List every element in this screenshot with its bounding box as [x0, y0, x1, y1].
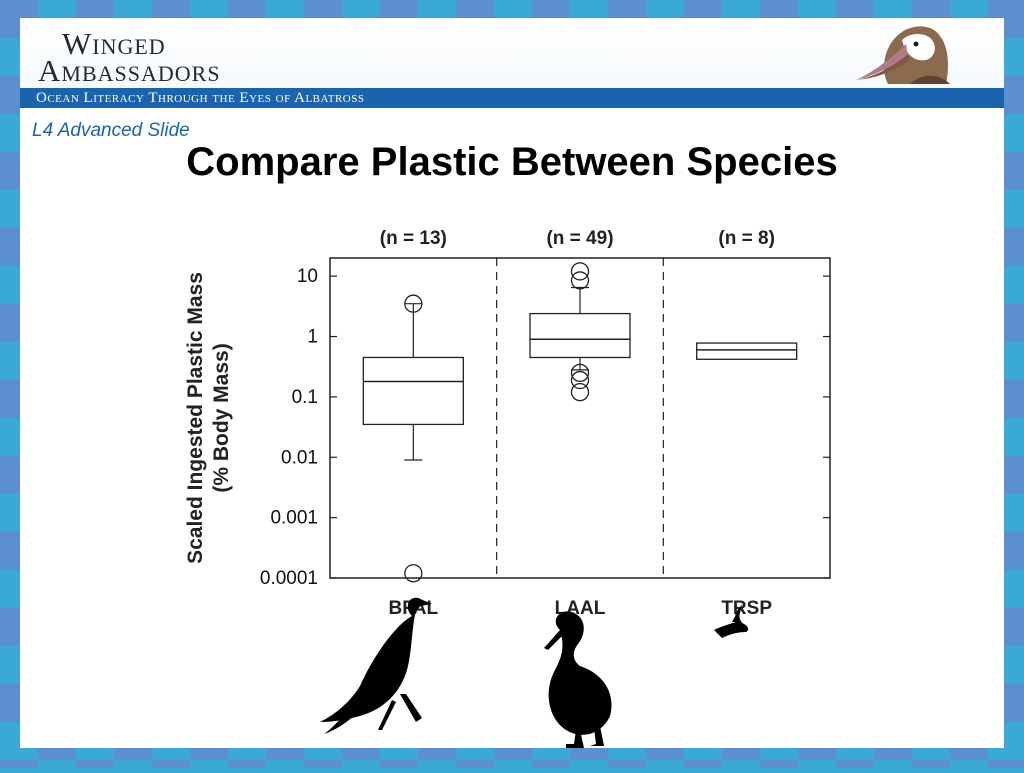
albatross-head-icon: [856, 26, 950, 84]
tagline: Ocean Literacy Through the Eyes of Albat…: [36, 90, 365, 106]
y-axis-label-units: (% Body Mass): [210, 343, 233, 492]
outlier-point: [570, 271, 590, 290]
y-tick-label: 0.001: [270, 508, 318, 529]
plot-frame: [329, 257, 831, 579]
bfal-silhouette-icon: [320, 597, 432, 734]
y-tick-label: 10: [297, 266, 318, 287]
logo-line-2: Ambassadors: [38, 53, 221, 88]
y-tick-label: 0.1: [292, 387, 318, 408]
y-axis-label: Scaled Ingested Plastic Mass: [184, 272, 207, 564]
outlier-point: [570, 262, 590, 281]
n-label: (n = 49): [546, 228, 613, 249]
n-label: (n = 8): [718, 228, 774, 249]
boxplot-chart: 10 1 0.1 0.01 0.001 0.0001 Scaled Ingested Pla…: [184, 228, 831, 619]
chart-plot-layer: 10 1 0.1 0.01 0.001 0.0001 Scaled Ingested Pla…: [184, 228, 831, 619]
species-silhouettes: [320, 597, 749, 748]
outlier-point: [570, 370, 590, 390]
slide: Winged Ambassadors Ocean Literacy Throug…: [20, 18, 1004, 748]
box-laal: [529, 312, 631, 359]
trsp-silhouette-icon: [714, 604, 749, 638]
outlier-point: [404, 294, 423, 313]
header-banner: Winged Ambassadors Ocean Literacy Throug…: [20, 18, 1004, 108]
category-label: TRSP: [721, 598, 772, 619]
box-trsp: [696, 342, 798, 360]
y-tick-label: 0.01: [281, 447, 318, 468]
box-bfal: [362, 356, 464, 426]
laal-silhouette-icon: [544, 611, 612, 748]
y-tick-label: 1: [307, 327, 318, 348]
level-label: L4 Advanced Slide: [32, 120, 190, 141]
header-band: [20, 88, 1004, 108]
outlier-point: [570, 382, 590, 402]
n-label: (n = 13): [380, 228, 447, 249]
y-tick-label: 0.0001: [260, 568, 318, 589]
outlier-point: [404, 564, 423, 583]
slide-title: Compare Plastic Between Species: [186, 140, 838, 184]
logo-line-1: Winged: [62, 26, 166, 61]
outlier-point: [570, 363, 590, 383]
